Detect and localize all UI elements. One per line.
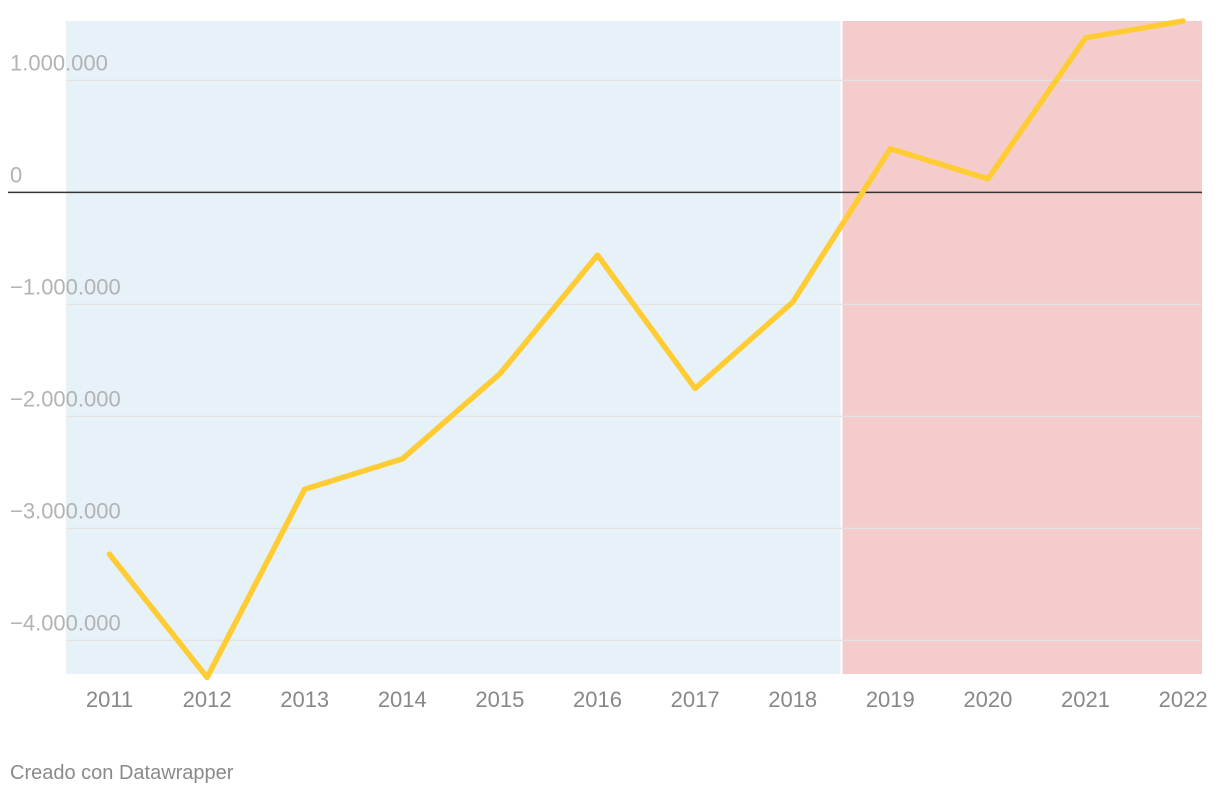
x-tick-label: 2020	[963, 687, 1012, 712]
shaded-band-2	[842, 21, 1202, 674]
shaded-bands	[66, 21, 1202, 674]
y-tick-label: −4.000.000	[10, 610, 121, 635]
y-tick-label: 0	[10, 162, 22, 187]
line-chart: 1.000.000 0 −1.000.000 −2.000.000 −3.000.000…	[8, 18, 1208, 712]
x-tick-label: 2016	[573, 687, 622, 712]
x-tick-label: 2017	[671, 687, 720, 712]
x-tick-label: 2022	[1159, 687, 1208, 712]
x-tick-label: 2018	[768, 687, 817, 712]
x-axis-ticks: 2011 2012 2013 2014 2015 2016 2017 2018 2019 2020…	[86, 687, 1208, 712]
y-tick-label: −3.000.000	[10, 498, 121, 523]
x-tick-label: 2021	[1061, 687, 1110, 712]
y-tick-label: −1.000.000	[10, 274, 121, 299]
y-tick-label: 1.000.000	[10, 50, 108, 75]
x-tick-label: 2019	[866, 687, 915, 712]
series-group	[106, 18, 1186, 681]
x-tick-label: 2013	[280, 687, 329, 712]
shaded-band-1	[66, 21, 841, 674]
x-tick-label: 2011	[86, 687, 133, 712]
x-tick-label: 2015	[475, 687, 524, 712]
x-tick-label: 2014	[378, 687, 427, 712]
series-line	[106, 18, 1186, 681]
credit-text: Creado con Datawrapper	[10, 762, 234, 784]
y-axis-ticks: 1.000.000 0 −1.000.000 −2.000.000 −3.000.000…	[10, 50, 121, 635]
y-tick-label: −2.000.000	[10, 386, 121, 411]
x-tick-label: 2012	[183, 687, 232, 712]
